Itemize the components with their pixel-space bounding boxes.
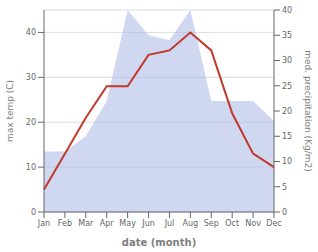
svg-text:Apr: Apr bbox=[100, 219, 115, 228]
svg-text:Mar: Mar bbox=[78, 219, 94, 228]
svg-text:20: 20 bbox=[282, 107, 292, 116]
svg-text:max temp (C): max temp (C) bbox=[8, 80, 15, 142]
svg-text:med. precipitation (Kg/m2): med. precipitation (Kg/m2) bbox=[303, 50, 310, 171]
svg-text:Dec: Dec bbox=[266, 219, 281, 228]
svg-text:30: 30 bbox=[282, 56, 292, 65]
svg-text:25: 25 bbox=[282, 82, 292, 91]
svg-text:40: 40 bbox=[282, 6, 292, 15]
svg-text:10: 10 bbox=[282, 157, 292, 166]
svg-text:35: 35 bbox=[282, 31, 292, 40]
svg-text:20: 20 bbox=[26, 118, 36, 127]
svg-text:10: 10 bbox=[26, 163, 36, 172]
svg-text:5: 5 bbox=[282, 183, 287, 192]
svg-text:Jan: Jan bbox=[37, 219, 50, 228]
svg-text:Oct: Oct bbox=[225, 219, 239, 228]
svg-text:0: 0 bbox=[31, 208, 36, 217]
svg-text:May: May bbox=[119, 219, 136, 228]
svg-text:Jun: Jun bbox=[141, 219, 155, 228]
svg-text:Aug: Aug bbox=[183, 219, 199, 228]
svg-text:30: 30 bbox=[26, 73, 36, 82]
svg-text:Sep: Sep bbox=[204, 219, 219, 228]
svg-text:Jul: Jul bbox=[164, 219, 175, 228]
svg-text:40: 40 bbox=[26, 28, 36, 37]
svg-text:15: 15 bbox=[282, 132, 292, 141]
svg-text:Feb: Feb bbox=[58, 219, 72, 228]
svg-text:date (month): date (month) bbox=[122, 237, 196, 248]
svg-text:Nov: Nov bbox=[245, 219, 261, 228]
svg-text:0: 0 bbox=[282, 208, 287, 217]
